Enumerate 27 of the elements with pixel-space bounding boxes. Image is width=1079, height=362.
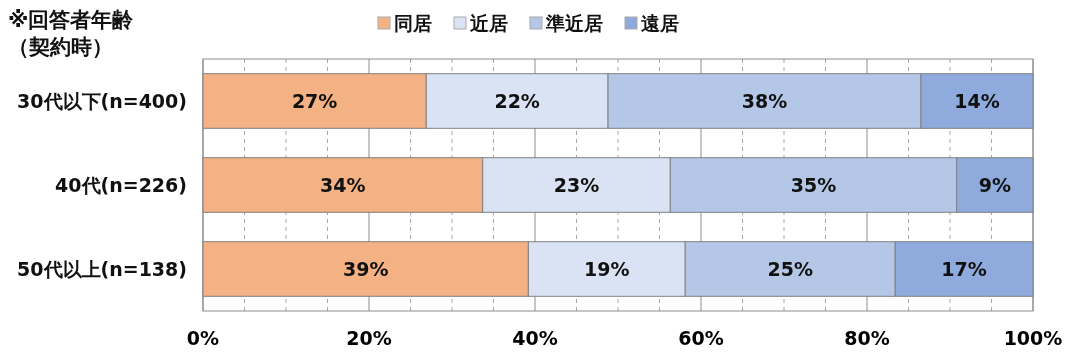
data-label: 39% [342, 258, 389, 280]
x-tick-label: 80% [844, 327, 890, 349]
chart-title: ※回答者年齢 [8, 8, 135, 32]
data-label: 27% [291, 90, 338, 112]
x-tick-label: 20% [346, 327, 392, 349]
y-tick-label: 30代以下(n=400) [17, 90, 187, 112]
legend-label: 近居 [469, 12, 508, 34]
data-label: 17% [941, 258, 987, 280]
y-tick-label: 40代(n=226) [55, 174, 187, 196]
data-label: 19% [584, 258, 630, 280]
data-label: 38% [741, 90, 788, 112]
legend-label: 同居 [394, 12, 432, 34]
data-label: 35% [790, 174, 837, 196]
chart-subtitle: （契約時） [8, 35, 113, 59]
x-tick-label: 40% [512, 327, 558, 349]
data-label: 9% [978, 174, 1011, 196]
y-tick-label: 50代以上(n=138) [17, 258, 187, 280]
x-tick-label: 100% [1003, 327, 1063, 349]
x-tick-label: 0% [186, 327, 220, 349]
data-label: 22% [494, 90, 540, 112]
legend-label: 遠居 [641, 12, 679, 34]
data-label: 14% [954, 90, 1000, 112]
legend-label: 準近居 [545, 12, 603, 34]
data-label: 23% [553, 174, 600, 196]
x-tick-label: 60% [678, 327, 724, 349]
data-label: 34% [320, 174, 366, 196]
data-label: 25% [767, 258, 813, 280]
